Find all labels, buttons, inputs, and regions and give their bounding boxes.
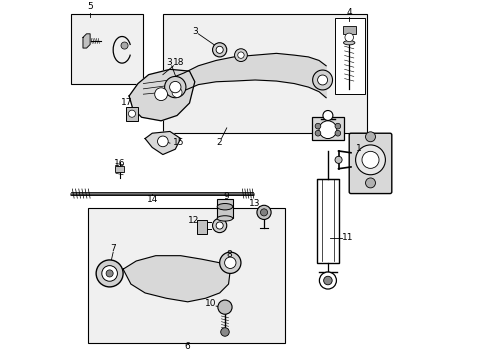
Circle shape xyxy=(216,46,223,53)
Circle shape xyxy=(172,87,182,97)
Circle shape xyxy=(220,328,229,336)
Circle shape xyxy=(344,33,353,42)
Text: 15: 15 xyxy=(173,138,184,147)
Polygon shape xyxy=(175,53,325,98)
Bar xyxy=(311,117,343,140)
Circle shape xyxy=(128,110,135,117)
Circle shape xyxy=(169,81,181,93)
FancyBboxPatch shape xyxy=(115,166,124,172)
Circle shape xyxy=(121,42,128,49)
Circle shape xyxy=(256,205,270,220)
FancyBboxPatch shape xyxy=(196,220,207,234)
Text: 14: 14 xyxy=(146,195,158,204)
Circle shape xyxy=(106,270,113,277)
Circle shape xyxy=(314,130,320,136)
Circle shape xyxy=(318,121,336,139)
Text: 5: 5 xyxy=(87,2,93,11)
Ellipse shape xyxy=(217,203,232,210)
Bar xyxy=(342,26,355,34)
Text: 7: 7 xyxy=(110,244,116,253)
Circle shape xyxy=(260,209,267,216)
Text: 10: 10 xyxy=(205,299,217,308)
Text: 11: 11 xyxy=(341,233,352,242)
Bar xyxy=(88,208,285,343)
Bar xyxy=(316,179,339,263)
Text: 6: 6 xyxy=(184,342,190,351)
Circle shape xyxy=(219,252,241,274)
Circle shape xyxy=(157,136,168,147)
Text: 4: 4 xyxy=(346,8,351,17)
Circle shape xyxy=(322,111,332,121)
Circle shape xyxy=(212,43,226,57)
Bar xyxy=(334,18,365,94)
Circle shape xyxy=(365,178,375,188)
Circle shape xyxy=(334,130,340,136)
Polygon shape xyxy=(129,69,194,121)
Text: 8: 8 xyxy=(226,250,232,259)
Circle shape xyxy=(334,156,342,163)
Circle shape xyxy=(102,266,117,281)
Circle shape xyxy=(234,49,247,62)
Polygon shape xyxy=(83,34,90,48)
Circle shape xyxy=(218,300,232,314)
Circle shape xyxy=(365,132,375,142)
Text: 16: 16 xyxy=(114,159,125,168)
Circle shape xyxy=(323,276,331,285)
Circle shape xyxy=(319,272,336,289)
Text: 3: 3 xyxy=(192,27,198,36)
Bar xyxy=(70,14,143,84)
Circle shape xyxy=(212,219,226,233)
Circle shape xyxy=(237,52,244,58)
Text: 12: 12 xyxy=(188,216,200,225)
Text: 17: 17 xyxy=(121,98,132,107)
Circle shape xyxy=(361,151,378,168)
Text: 1: 1 xyxy=(355,144,361,153)
Text: 18: 18 xyxy=(173,58,184,67)
Polygon shape xyxy=(145,131,180,154)
Circle shape xyxy=(164,76,185,98)
Circle shape xyxy=(312,70,332,90)
Circle shape xyxy=(314,123,320,129)
Text: 13: 13 xyxy=(249,199,261,208)
Text: 3: 3 xyxy=(166,58,172,67)
Bar xyxy=(125,107,138,121)
Circle shape xyxy=(216,222,223,229)
Bar xyxy=(163,14,366,133)
Circle shape xyxy=(334,123,340,129)
Polygon shape xyxy=(123,256,230,302)
Circle shape xyxy=(317,75,327,85)
Circle shape xyxy=(96,260,123,287)
Circle shape xyxy=(154,88,167,100)
Ellipse shape xyxy=(217,216,232,221)
Text: 2: 2 xyxy=(216,138,222,147)
Bar xyxy=(217,199,232,219)
Circle shape xyxy=(355,145,385,175)
Circle shape xyxy=(224,257,236,269)
Ellipse shape xyxy=(343,41,354,45)
Text: 9: 9 xyxy=(223,192,228,201)
FancyBboxPatch shape xyxy=(348,133,391,194)
